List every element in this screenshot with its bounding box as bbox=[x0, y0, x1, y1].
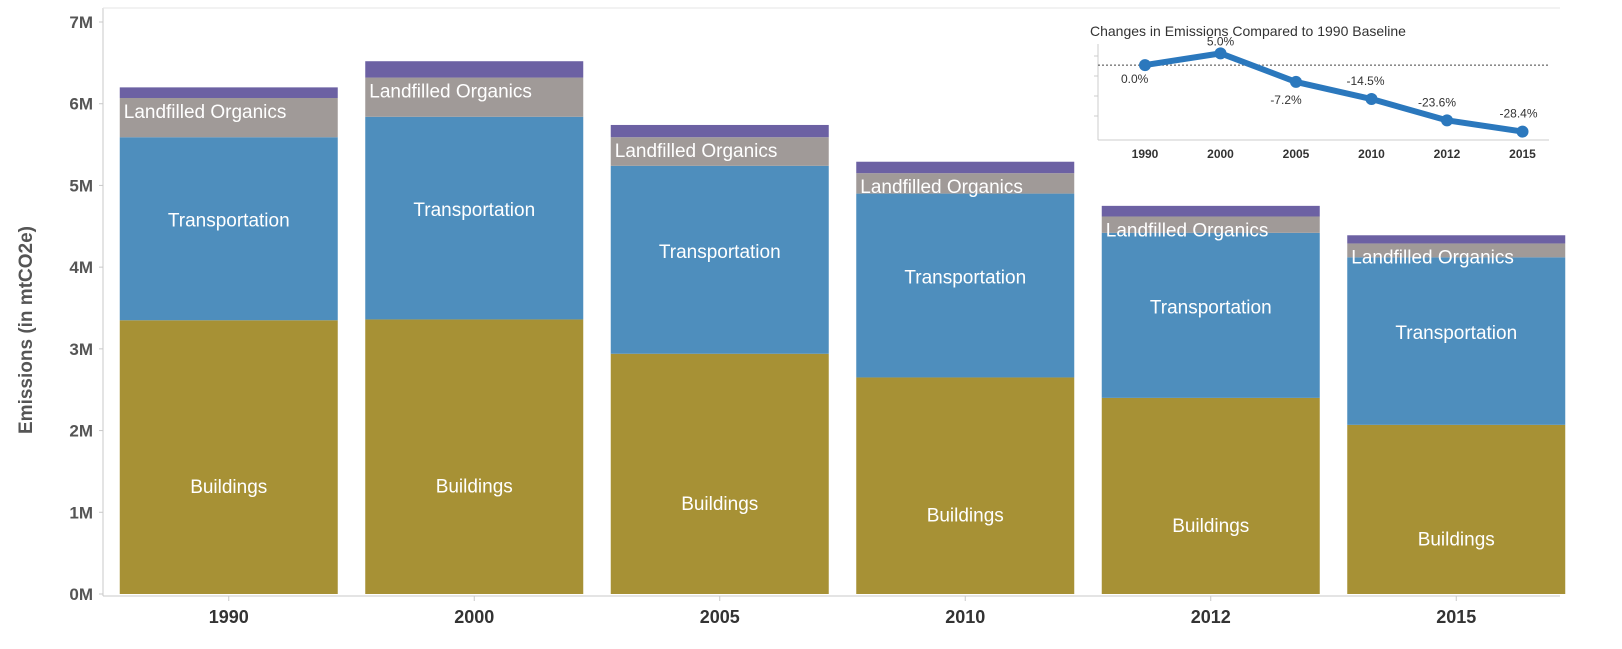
bar-other-2010 bbox=[856, 161, 1075, 174]
segment-label-transportation: Transportation bbox=[904, 268, 1026, 289]
segment-label-landfilled-organics: Landfilled Organics bbox=[615, 141, 778, 162]
inset-title: Changes in Emissions Compared to 1990 Ba… bbox=[1090, 23, 1406, 39]
inset-point-2010 bbox=[1365, 93, 1378, 106]
bar-other-1990 bbox=[119, 87, 338, 98]
y-tick-label: 5M bbox=[69, 176, 93, 195]
inset-x-tick-label: 2010 bbox=[1358, 147, 1385, 161]
inset-data-label: -23.6% bbox=[1418, 95, 1456, 109]
bar-other-2005 bbox=[610, 124, 829, 138]
bar-other-2015 bbox=[1347, 235, 1566, 244]
main-bars bbox=[119, 61, 1566, 594]
segment-label-buildings: Buildings bbox=[1172, 516, 1249, 537]
inset-x-tick-label: 2000 bbox=[1207, 147, 1234, 161]
inset-data-label: 0.0% bbox=[1121, 72, 1149, 86]
bar-buildings-2012 bbox=[1101, 397, 1320, 594]
y-tick-label: 4M bbox=[69, 258, 93, 277]
bar-transportation-2015 bbox=[1347, 257, 1566, 425]
y-tick-label: 0M bbox=[69, 585, 93, 604]
y-tick-label: 7M bbox=[69, 13, 93, 32]
segment-label-transportation: Transportation bbox=[659, 242, 781, 263]
bar-buildings-2000 bbox=[365, 319, 584, 594]
inset-point-2012 bbox=[1441, 114, 1453, 127]
inset-x-tick-label: 1990 bbox=[1132, 147, 1159, 161]
segment-label-landfilled-organics: Landfilled Organics bbox=[124, 102, 287, 123]
y-tick-label: 6M bbox=[69, 95, 93, 114]
segment-label-transportation: Transportation bbox=[1395, 323, 1517, 344]
segment-label-landfilled-organics: Landfilled Organics bbox=[1106, 220, 1269, 241]
inset-x-tick-label: 2012 bbox=[1434, 147, 1461, 161]
segment-label-transportation: Transportation bbox=[413, 200, 535, 221]
segment-label-landfilled-organics: Landfilled Organics bbox=[1351, 247, 1514, 268]
x-tick-label: 2012 bbox=[1191, 607, 1231, 627]
x-tick-label: 2005 bbox=[700, 607, 740, 627]
segment-label-buildings: Buildings bbox=[1418, 529, 1495, 550]
bar-landfilled-organics-1990 bbox=[119, 97, 338, 138]
x-tick-label: 2010 bbox=[945, 607, 985, 627]
bar-buildings-1990 bbox=[119, 320, 338, 594]
segment-label-landfilled-organics: Landfilled Organics bbox=[369, 82, 532, 103]
bar-transportation-1990 bbox=[119, 137, 338, 321]
y-tick-label: 2M bbox=[69, 422, 93, 441]
inset-x-tick-label: 2015 bbox=[1509, 147, 1536, 161]
inset-data-label: -7.2% bbox=[1270, 93, 1302, 107]
inset-data-label: -14.5% bbox=[1346, 74, 1384, 88]
inset-point-1990 bbox=[1139, 59, 1151, 72]
bar-landfilled-organics-2012 bbox=[1101, 216, 1320, 233]
segment-label-buildings: Buildings bbox=[681, 494, 758, 515]
segment-label-landfilled-organics: Landfilled Organics bbox=[860, 177, 1023, 198]
main-labels: Buildings Transportation Landfilled Organi… bbox=[124, 82, 1517, 551]
x-tick-label: 1990 bbox=[209, 607, 249, 627]
bar-landfilled-organics-2010 bbox=[856, 173, 1075, 194]
main-axes: 0M 1M 2M 3M 4M 5M 6M 7M Emissions (in mtCO2e) 199… bbox=[16, 7, 1560, 627]
inset-point-2000 bbox=[1214, 47, 1227, 60]
segment-label-buildings: Buildings bbox=[927, 506, 1004, 527]
segment-label-transportation: Transportation bbox=[1150, 297, 1272, 318]
y-axis-label: Emissions (in mtCO2e) bbox=[16, 226, 37, 434]
bar-landfilled-organics-2015 bbox=[1347, 243, 1566, 258]
inset-chart: Changes in Emissions Compared to 1990 Ba… bbox=[1080, 14, 1558, 164]
bar-transportation-2005 bbox=[610, 165, 829, 354]
bar-transportation-2012 bbox=[1101, 232, 1320, 398]
bar-buildings-2010 bbox=[856, 377, 1075, 594]
segment-label-buildings: Buildings bbox=[436, 477, 513, 498]
bar-transportation-2010 bbox=[856, 193, 1075, 378]
bar-landfilled-organics-2005 bbox=[610, 137, 829, 166]
x-tick-label: 2015 bbox=[1436, 607, 1476, 627]
bar-buildings-2015 bbox=[1347, 424, 1566, 594]
x-tick-label: 2000 bbox=[454, 607, 494, 627]
bar-transportation-2000 bbox=[365, 116, 584, 320]
inset-data-label: 5.0% bbox=[1207, 34, 1235, 48]
inset-x-tick-label: 2005 bbox=[1283, 147, 1310, 161]
y-tick-label: 1M bbox=[69, 503, 93, 522]
inset-point-2005 bbox=[1290, 75, 1302, 88]
bar-buildings-2005 bbox=[610, 353, 829, 594]
segment-label-buildings: Buildings bbox=[190, 477, 267, 498]
segment-label-transportation: Transportation bbox=[168, 211, 290, 232]
inset-line bbox=[1142, 50, 1526, 135]
bar-landfilled-organics-2000 bbox=[365, 77, 584, 117]
bar-other-2012 bbox=[1101, 205, 1320, 217]
y-tick-label: 3M bbox=[69, 340, 93, 359]
inset-point-2015 bbox=[1516, 125, 1529, 138]
bar-other-2000 bbox=[365, 61, 584, 78]
inset-data-label: -28.4% bbox=[1499, 107, 1537, 121]
